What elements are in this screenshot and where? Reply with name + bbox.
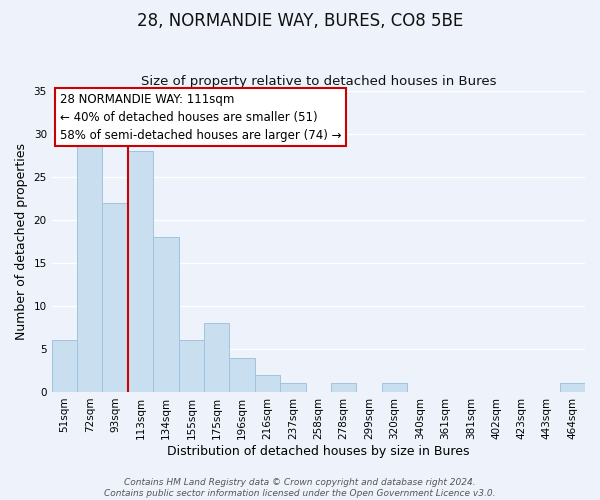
Bar — [280, 384, 305, 392]
Bar — [560, 384, 585, 392]
Bar — [331, 384, 356, 392]
Bar — [204, 323, 229, 392]
Title: Size of property relative to detached houses in Bures: Size of property relative to detached ho… — [140, 76, 496, 88]
Bar — [77, 142, 103, 392]
Bar — [179, 340, 204, 392]
Bar — [128, 151, 153, 392]
Bar — [52, 340, 77, 392]
Bar — [229, 358, 255, 392]
Text: 28 NORMANDIE WAY: 111sqm
← 40% of detached houses are smaller (51)
58% of semi-d: 28 NORMANDIE WAY: 111sqm ← 40% of detach… — [59, 92, 341, 142]
Text: Contains HM Land Registry data © Crown copyright and database right 2024.
Contai: Contains HM Land Registry data © Crown c… — [104, 478, 496, 498]
Bar — [382, 384, 407, 392]
Y-axis label: Number of detached properties: Number of detached properties — [15, 143, 28, 340]
Bar — [103, 203, 128, 392]
X-axis label: Distribution of detached houses by size in Bures: Distribution of detached houses by size … — [167, 444, 470, 458]
Bar — [255, 375, 280, 392]
Text: 28, NORMANDIE WAY, BURES, CO8 5BE: 28, NORMANDIE WAY, BURES, CO8 5BE — [137, 12, 463, 30]
Bar — [153, 237, 179, 392]
